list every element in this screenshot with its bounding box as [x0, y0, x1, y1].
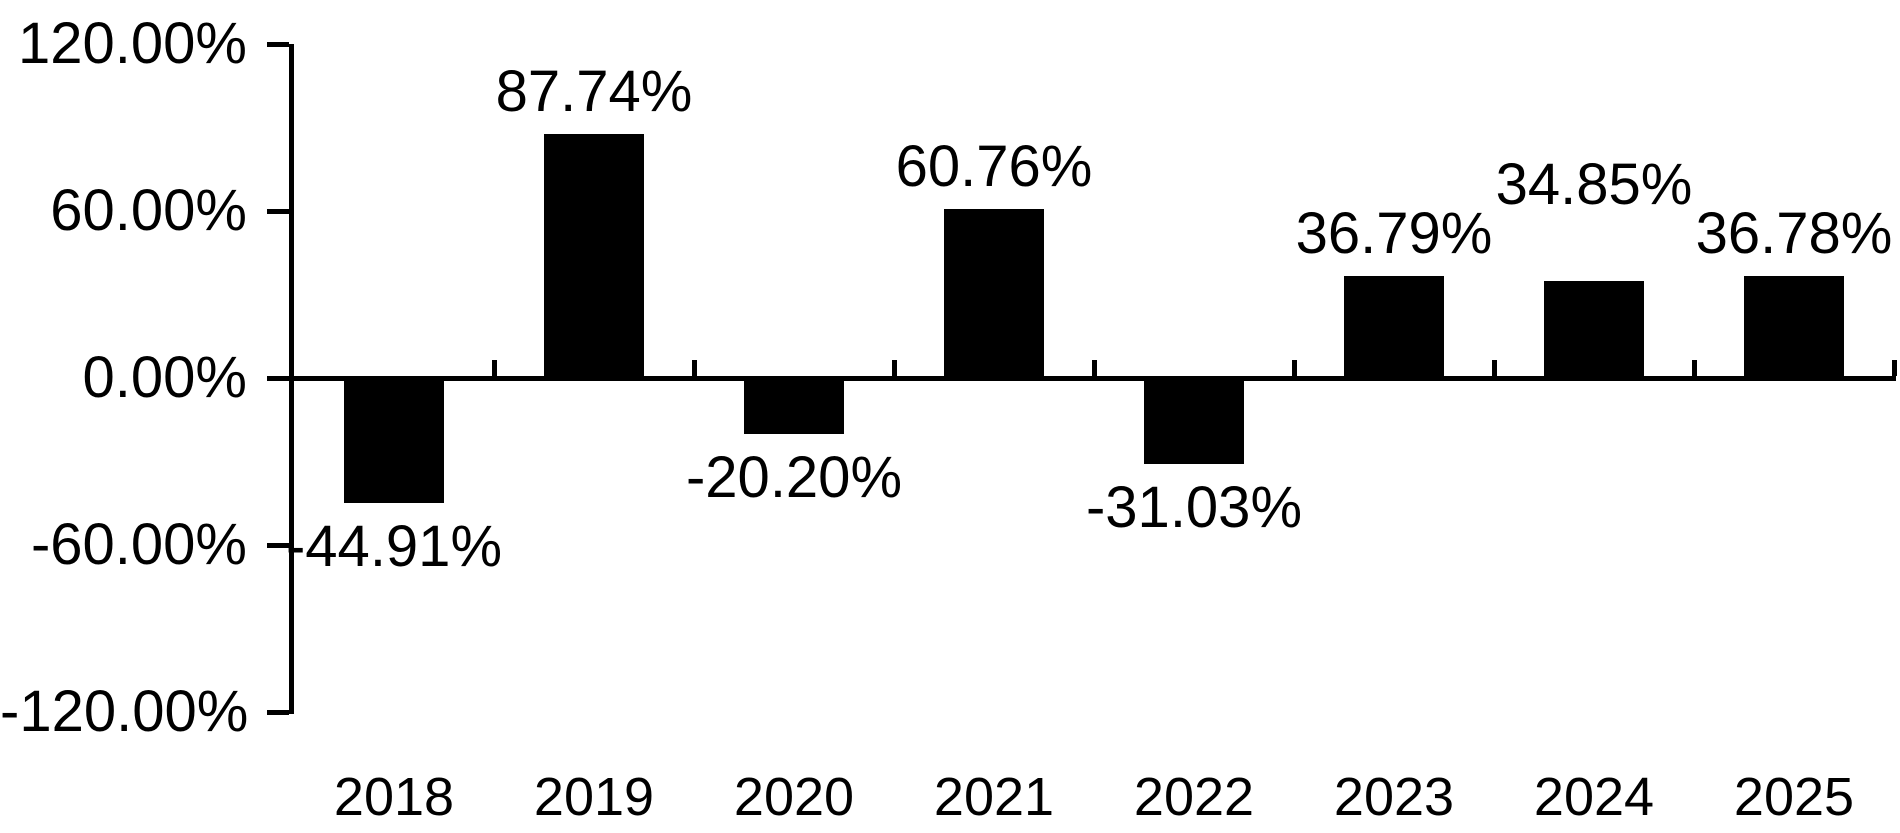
bar-2019	[544, 133, 644, 380]
y-axis-tick-label: -120.00%	[0, 679, 249, 744]
y-axis-tick	[267, 376, 289, 381]
y-axis-tick	[267, 543, 289, 548]
data-label-2018: -44.91%	[285, 513, 503, 579]
x-axis-tick	[1492, 360, 1497, 376]
x-axis-tick	[692, 360, 697, 376]
bar-2020	[744, 376, 844, 435]
bar-2022	[1144, 376, 1244, 465]
data-label-2021: 60.76%	[895, 133, 1093, 199]
category-label-2022: 2022	[1133, 767, 1255, 827]
x-axis-tick	[492, 360, 497, 376]
category-label-2024: 2024	[1533, 767, 1655, 827]
x-axis-tick	[1892, 360, 1897, 376]
y-axis-tick-label: 60.00%	[50, 178, 247, 243]
bar-2018	[344, 376, 444, 503]
category-label-2020: 2020	[733, 767, 855, 827]
data-label-2025: 36.78%	[1695, 200, 1893, 266]
data-label-2023: 36.79%	[1295, 200, 1493, 266]
bar-2023	[1344, 275, 1444, 380]
y-axis-tick	[267, 710, 289, 715]
y-axis-tick-label: -60.00%	[30, 512, 247, 577]
x-axis-tick	[892, 360, 897, 376]
y-axis-tick-label: 120.00%	[18, 11, 247, 76]
bar-2024	[1544, 281, 1644, 380]
x-axis-line	[289, 376, 1896, 381]
category-label-2018: 2018	[333, 767, 455, 827]
data-label-2024: 34.85%	[1495, 152, 1693, 217]
bar-2021	[944, 208, 1044, 380]
category-label-2021: 2021	[933, 767, 1055, 827]
category-label-2019: 2019	[533, 767, 655, 827]
y-axis-tick	[267, 209, 289, 214]
bar-2025	[1744, 275, 1844, 380]
x-axis-tick	[1692, 360, 1697, 376]
category-label-2023: 2023	[1333, 767, 1455, 827]
x-axis-tick	[1092, 360, 1097, 376]
y-axis-tick-label: 0.00%	[82, 345, 247, 410]
category-label-2025: 2025	[1733, 767, 1855, 827]
data-label-2020: -20.20%	[685, 445, 903, 511]
x-axis-tick	[1292, 360, 1297, 376]
y-axis-tick	[267, 42, 289, 47]
data-label-2022: -31.03%	[1085, 475, 1303, 541]
data-label-2019: 87.74%	[495, 58, 693, 124]
